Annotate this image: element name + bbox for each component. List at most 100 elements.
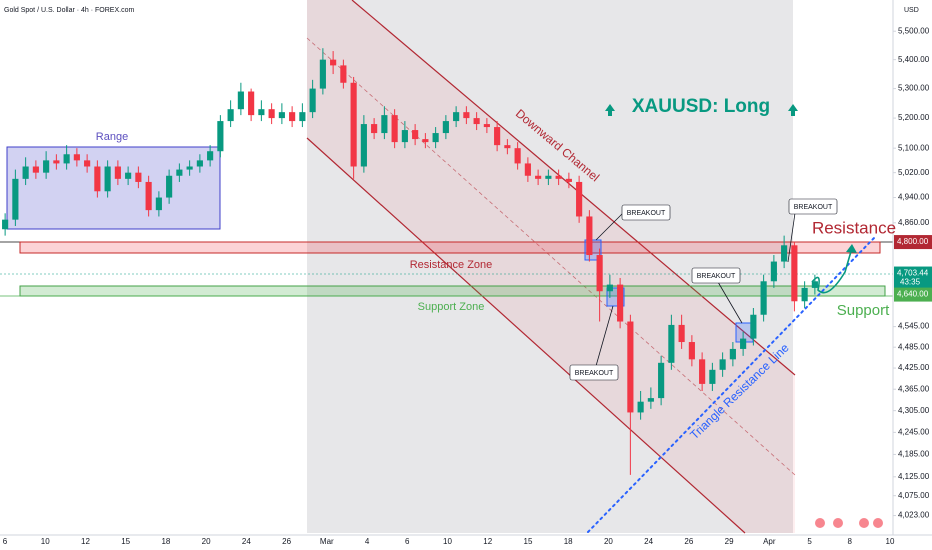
y-tick-label: 4,125.00 — [898, 472, 930, 481]
candle-body — [299, 112, 306, 122]
breakout-label: BREAKOUT — [794, 204, 833, 211]
candle-body — [258, 109, 265, 116]
range-box — [6, 146, 221, 230]
y-tick-label: 4,075.00 — [898, 491, 930, 500]
x-tick-label: 24 — [644, 537, 653, 546]
x-tick-label: 6 — [405, 537, 410, 546]
candle-body — [135, 172, 142, 182]
arrow-head — [846, 244, 857, 253]
countdown: 43:35 — [900, 278, 921, 287]
date-range-shade — [307, 0, 793, 533]
x-tick-label: 18 — [564, 537, 573, 546]
candle-body — [125, 172, 132, 179]
candle-body — [658, 362, 665, 399]
candle-body — [524, 163, 531, 176]
candle-body — [750, 314, 757, 339]
x-tick-label: 12 — [483, 537, 492, 546]
breakout-callout: BREAKOUT — [569, 364, 619, 381]
y-tick-label: 4,245.00 — [898, 427, 930, 436]
x-tick-label: 5 — [807, 537, 812, 546]
candle-body — [401, 130, 408, 143]
price-label-bg — [894, 287, 932, 302]
candle-body — [422, 139, 429, 143]
candle-body — [565, 178, 572, 182]
y-tick-label: 5,200.00 — [898, 113, 930, 122]
breakout-label: BREAKOUT — [575, 370, 614, 377]
candle-body — [576, 181, 583, 217]
candle-body — [709, 369, 716, 384]
resistance-zone-label: Resistance Zone — [410, 259, 493, 271]
candle-body — [32, 166, 39, 173]
candle-body — [350, 82, 357, 167]
candle-body — [319, 59, 326, 89]
y-tick-label: 4,305.00 — [898, 406, 930, 415]
x-tick-label: 15 — [524, 537, 533, 546]
up-arrow-icon — [788, 104, 798, 116]
price-label: 4,640.00 — [897, 290, 929, 299]
candle-body — [371, 124, 378, 134]
candle-body — [63, 154, 70, 164]
candle-body — [770, 261, 777, 282]
candle-body — [166, 175, 173, 198]
y-tick-label: 5,020.00 — [898, 168, 930, 177]
resistance-label: Resistance — [812, 218, 896, 237]
candles — [2, 48, 818, 475]
y-tick-label: 4,545.00 — [898, 322, 930, 331]
channel-lower — [306, 137, 746, 534]
up-arrow-icon — [605, 104, 615, 116]
y-tick-label: 5,400.00 — [898, 55, 930, 64]
candle-body — [360, 124, 367, 167]
price-label: 4,800.00 — [897, 237, 929, 246]
candle-body — [535, 175, 542, 179]
symbol-title: Gold Spot / U.S. Dollar · 4h · FOREX.com — [4, 7, 134, 14]
candle-body — [442, 121, 449, 134]
candle-body — [268, 109, 275, 119]
candle-body — [453, 112, 460, 122]
candle-body — [781, 245, 788, 262]
candle-body — [237, 91, 244, 110]
candle-body — [155, 197, 162, 211]
candle-body — [678, 324, 685, 343]
candle-body — [606, 284, 613, 292]
y-tick-label: 4,860.00 — [898, 218, 930, 227]
breakout-callout: BREAKOUT — [691, 267, 741, 284]
candle-body — [104, 166, 111, 192]
breakout-label: BREAKOUT — [627, 210, 666, 217]
candle-body — [719, 359, 726, 370]
candle-body — [688, 342, 695, 360]
candle-body — [637, 401, 644, 413]
breakout-callout: BREAKOUT — [621, 204, 671, 221]
y-tick-label: 4,425.00 — [898, 363, 930, 372]
candle-body — [207, 151, 214, 161]
x-tick-label: Mar — [320, 537, 334, 546]
y-tick-label: 5,300.00 — [898, 84, 930, 93]
x-tick-label: 24 — [242, 537, 251, 546]
candle-body — [432, 133, 439, 143]
candle-body — [84, 160, 91, 167]
candle-body — [627, 321, 634, 413]
candle-body — [514, 148, 521, 164]
x-tick-label: 20 — [604, 537, 613, 546]
range-label: Range — [96, 131, 128, 143]
x-tick-label: 26 — [282, 537, 291, 546]
candle-body — [73, 154, 80, 161]
candle-body — [596, 255, 603, 292]
candle-body — [699, 359, 706, 384]
candle-body — [22, 166, 29, 179]
y-tick-label: 4,485.00 — [898, 342, 930, 351]
candle-body — [381, 115, 388, 134]
candle-body — [340, 65, 347, 83]
candle-body — [330, 59, 337, 66]
candle-body — [391, 115, 398, 143]
y-tick-label: 4,023.00 — [898, 511, 930, 520]
candle-body — [494, 127, 501, 146]
candle-body — [12, 178, 19, 220]
candle-body — [196, 160, 203, 167]
event-icons — [815, 518, 883, 528]
candle-body — [463, 112, 470, 119]
x-tick-label: 10 — [886, 537, 895, 546]
callouts — [595, 212, 796, 367]
x-tick-label: 4 — [365, 537, 370, 546]
candle-body — [227, 109, 234, 122]
